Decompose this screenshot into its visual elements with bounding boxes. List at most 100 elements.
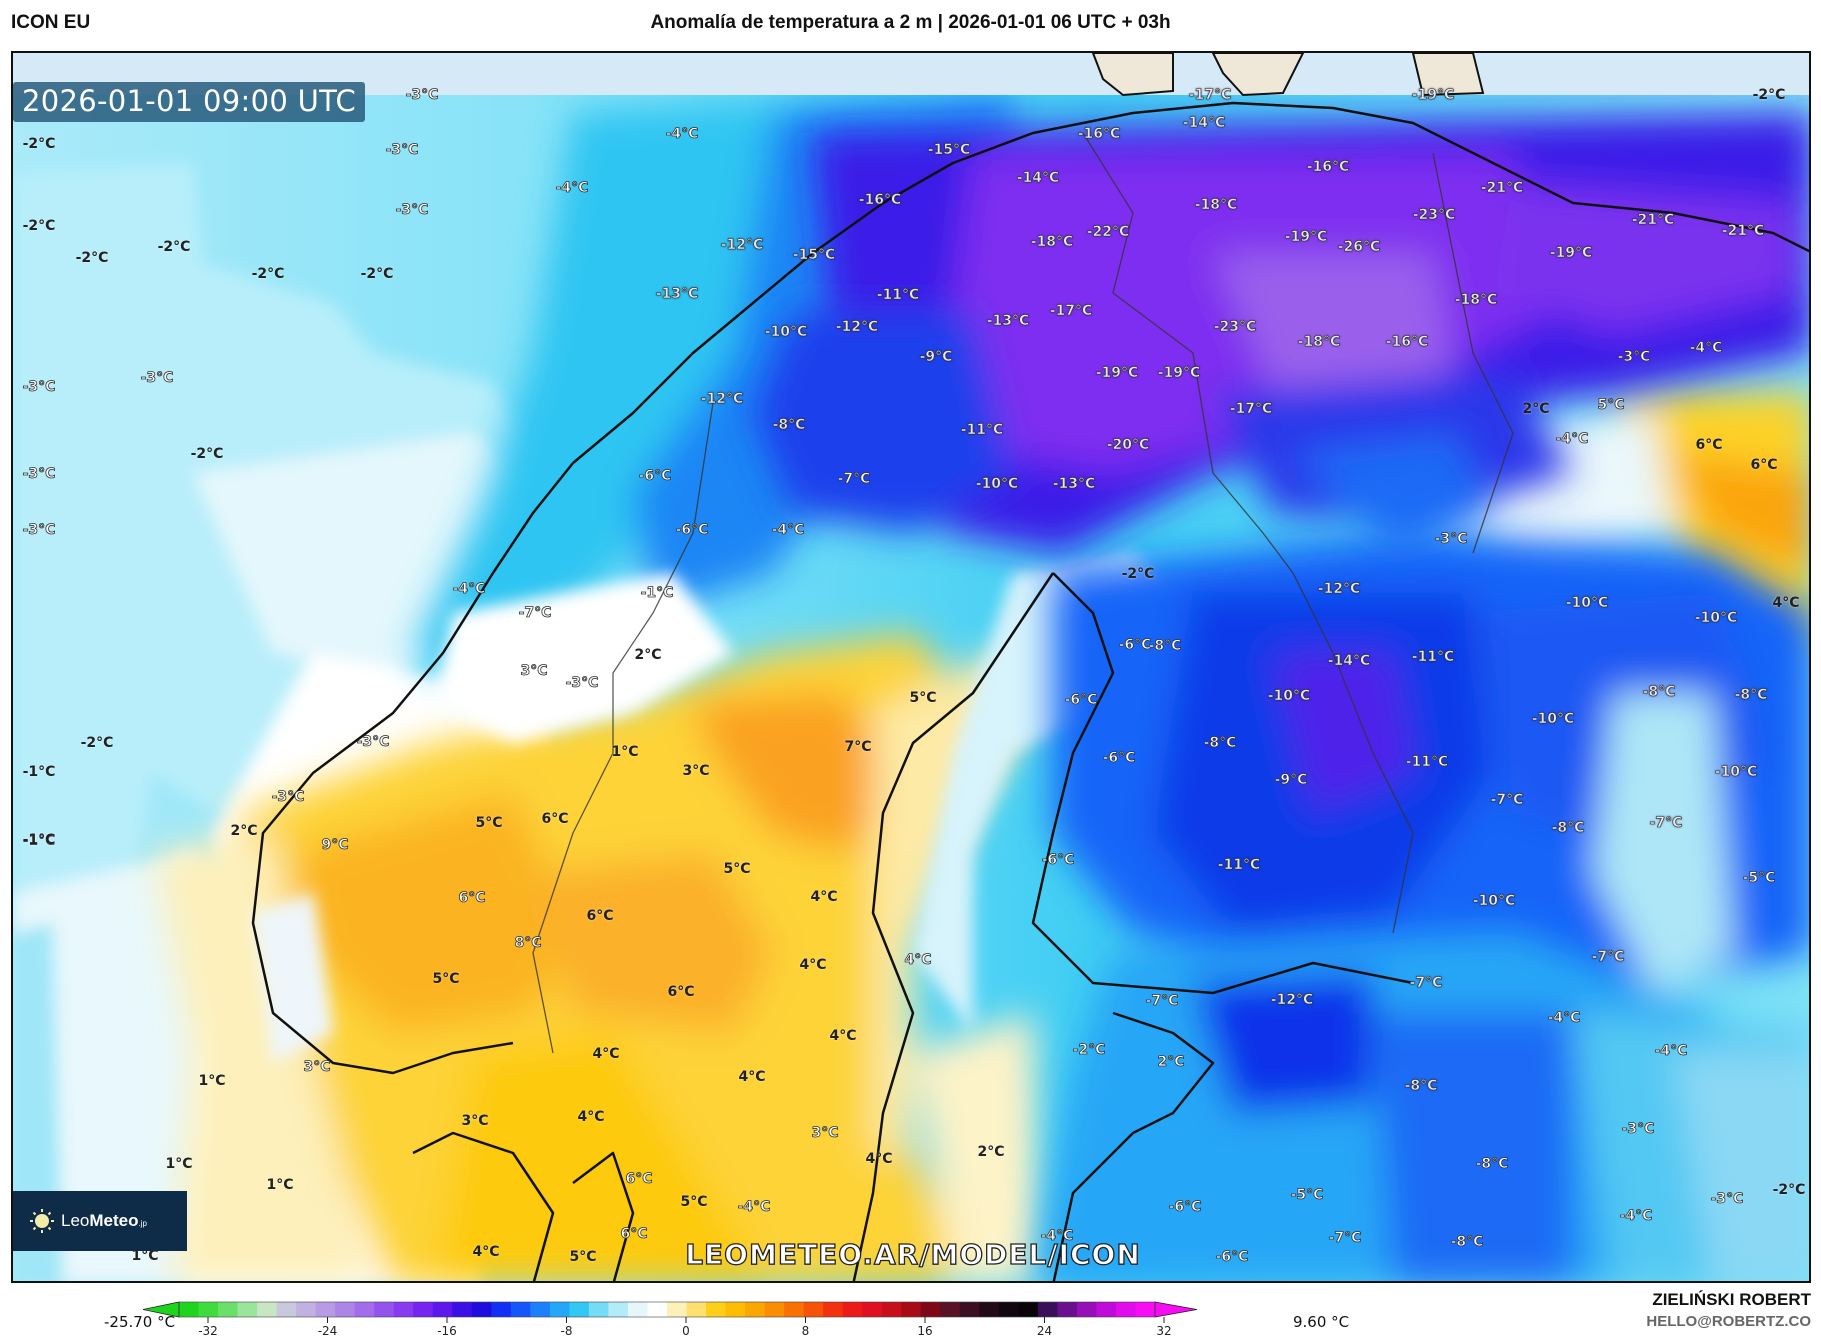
isotherm-label: -16°C: [858, 192, 902, 209]
isotherm-label: -4°C: [771, 522, 805, 539]
isotherm-label: -3°C: [22, 379, 56, 396]
isotherm-label: -8°C: [772, 417, 806, 434]
isotherm-label: -7°C: [1409, 975, 1443, 992]
isotherm-label: -3°C: [356, 734, 390, 751]
isotherm-label: -2°C: [22, 136, 56, 152]
isotherm-label: -6°C: [1168, 1199, 1202, 1216]
isotherm-label: -8°C: [1148, 638, 1182, 655]
isotherm-label: -7°C: [1591, 949, 1625, 966]
isotherm-label: -17°C: [1229, 401, 1273, 418]
isotherm-label: -2°C: [190, 446, 224, 462]
isotherm-label: 3°C: [520, 663, 548, 680]
isotherm-label: -10°C: [1714, 764, 1758, 781]
isotherm-label: 6°C: [1695, 437, 1723, 453]
isotherm-label: -14°C: [1327, 653, 1371, 670]
isotherm-label: -2°C: [1121, 566, 1155, 582]
isotherm-label: -3°C: [1710, 1191, 1744, 1208]
isotherm-label: -10°C: [1267, 688, 1311, 705]
isotherm-label: -1°C: [22, 764, 56, 780]
isotherm-label: -9°C: [919, 349, 953, 366]
isotherm-label: -4°C: [1619, 1208, 1653, 1225]
isotherm-label: 2°C: [1157, 1054, 1185, 1071]
isotherm-label: 9°C: [321, 837, 349, 854]
isotherm-label: 7°C: [844, 739, 872, 755]
isotherm-label: -19°C: [1095, 365, 1139, 382]
isotherm-label: 3°C: [811, 1125, 839, 1142]
isotherm-label: -2°C: [1772, 1182, 1806, 1198]
colorbar-scale: [142, 1301, 1198, 1323]
isotherm-label: 4°C: [592, 1046, 620, 1062]
isotherm-label: -6°C: [1215, 1249, 1249, 1266]
isotherm-label: -19°C: [1411, 87, 1455, 104]
isotherm-label: -19°C: [1157, 365, 1201, 382]
isotherm-label: -8°C: [1734, 687, 1768, 704]
isotherm-label: -15°C: [792, 247, 836, 264]
isotherm-label: -17°C: [1049, 303, 1093, 320]
isotherm-label: -12°C: [835, 319, 879, 336]
author-name: ZIELIŃSKI ROBERT: [1652, 1290, 1811, 1309]
isotherm-label: 4°C: [904, 952, 932, 969]
isotherm-label: -11°C: [1217, 857, 1261, 874]
isotherm-label: -7°C: [1145, 993, 1179, 1010]
isotherm-label: -13°C: [1052, 476, 1096, 493]
isotherm-label: 1°C: [198, 1073, 226, 1089]
isotherm-label: 6°C: [541, 811, 569, 827]
colorbar-tick-label: -16: [437, 1324, 457, 1338]
isotherm-label: -7°C: [837, 471, 871, 488]
isotherm-label: -10°C: [1694, 610, 1738, 627]
chart-title: Anomalía de temperatura a 2 m | 2026-01-…: [650, 12, 1171, 33]
isotherm-label: 2°C: [977, 1144, 1005, 1160]
isotherm-label: -10°C: [1565, 595, 1609, 612]
isotherm-label: 5°C: [723, 861, 751, 877]
isotherm-label: 3°C: [461, 1113, 489, 1129]
colorbar-tick-label: 32: [1156, 1324, 1172, 1338]
isotherm-label: 1°C: [165, 1156, 193, 1172]
isotherm-label: -26°C: [1337, 239, 1381, 256]
isotherm-label: 4°C: [810, 889, 838, 905]
temperature-anomaly-map[interactable]: 2026-01-01 09:00 UTC -3°C -2°C -3°C -4°C -4°…: [11, 51, 1811, 1283]
isotherm-label: -18°C: [1030, 234, 1074, 251]
isotherm-label: -5°C: [1290, 1187, 1324, 1204]
isotherm-label: 6°C: [620, 1226, 648, 1243]
isotherm-label: -2°C: [251, 266, 285, 282]
isotherm-label: -4°C: [1547, 1010, 1581, 1027]
leometeo-logo[interactable]: LeoMeteo.jp: [13, 1191, 187, 1251]
isotherm-label: 4°C: [865, 1151, 893, 1167]
isotherm-label: 2°C: [634, 647, 662, 663]
isotherm-label: -12°C: [1270, 992, 1314, 1009]
isotherm-label: -8°C: [1450, 1234, 1484, 1251]
isotherm-label: -8°C: [1475, 1156, 1509, 1173]
isotherm-label: -3°C: [22, 522, 56, 539]
isotherm-label: 5°C: [475, 815, 503, 831]
isotherm-label: -5°C: [1742, 870, 1776, 887]
isotherm-label: 3°C: [303, 1059, 331, 1076]
isotherm-label: -16°C: [1077, 126, 1121, 143]
isotherm-label: -3°C: [385, 142, 419, 159]
isotherm-label: -2°C: [22, 218, 56, 234]
colorbar-tick-label: -24: [317, 1324, 338, 1338]
valid-time-badge: 2026-01-01 09:00 UTC: [13, 82, 366, 122]
isotherm-label: 4°C: [829, 1028, 857, 1044]
isotherm-label: -4°C: [1689, 340, 1723, 357]
isotherm-label: -4°C: [737, 1199, 771, 1216]
isotherm-label: -6°C: [1102, 750, 1136, 767]
isotherm-label: -2°C: [1072, 1042, 1106, 1059]
colorbar-tick-label: 0: [682, 1324, 690, 1338]
isotherm-label: 5°C: [432, 971, 460, 987]
isotherm-label: -12°C: [700, 391, 744, 408]
author-email[interactable]: HELLO@ROBERTZ.CO: [1646, 1313, 1811, 1330]
isotherm-label: -16°C: [1385, 334, 1429, 351]
isotherm-label: -9°C: [1274, 772, 1308, 789]
isotherm-label: -4°C: [1654, 1043, 1688, 1060]
isotherm-label: -18°C: [1454, 292, 1498, 309]
isotherm-label: -12°C: [720, 237, 764, 254]
colorbar-tick-label: -8: [560, 1324, 573, 1338]
isotherm-label: -21°C: [1721, 223, 1765, 240]
isotherm-label: -2°C: [80, 735, 114, 751]
isotherm-label: 5°C: [909, 690, 937, 706]
colorbar-tick-label: 24: [1036, 1324, 1053, 1338]
isotherm-label: -16°C: [1306, 159, 1350, 176]
isotherm-label: 1°C: [131, 1248, 159, 1264]
isotherm-label: 5°C: [569, 1249, 597, 1265]
isotherm-label: -15°C: [927, 142, 971, 159]
